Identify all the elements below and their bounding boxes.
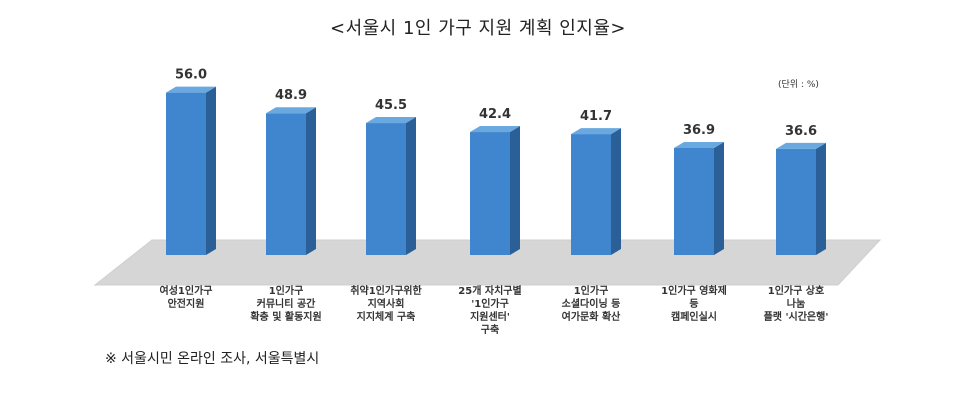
bar-front xyxy=(366,123,406,255)
bar-front xyxy=(674,147,714,255)
bar-top xyxy=(366,117,416,124)
bar-side xyxy=(406,117,416,255)
bar xyxy=(266,107,316,255)
category-label: 25개 자치구별 '1인가구 지원센터' 구축 xyxy=(458,284,521,336)
category-label-line: 25개 자치구별 xyxy=(458,284,521,297)
value-label: 36.6 xyxy=(785,124,817,139)
bar-side xyxy=(306,107,316,255)
category-label: 1인가구 소셜다이닝 등 여가문화 확산 xyxy=(562,284,621,323)
category-label-line: 커뮤니티 공간 xyxy=(257,297,316,310)
bar xyxy=(470,126,520,255)
category-label-line: 등 xyxy=(689,298,698,310)
value-label: 42.4 xyxy=(479,107,511,122)
bar-side xyxy=(206,86,216,255)
category-label-line: 취약1인가구위한 xyxy=(350,284,422,297)
bar-side xyxy=(510,126,520,255)
category-label-line: 여가문화 확산 xyxy=(562,310,621,323)
bar xyxy=(776,142,826,255)
bar-side xyxy=(611,128,621,255)
bar-side xyxy=(714,141,724,255)
category-label-line: 안전지원 xyxy=(168,297,205,310)
category-label: 1인가구 상호 나눔 플랫 '시간은행' xyxy=(764,284,829,323)
category-label-line: 지지체계 구축 xyxy=(357,310,416,323)
category-label-line: 여성1인가구 xyxy=(160,284,213,297)
chart-title: <서울시 1인 가구 지원 계획 인지율> xyxy=(329,18,626,39)
unit-label: (단위 : %) xyxy=(778,79,819,90)
source-note: ※ 서울시민 온라인 조사, 서울특별시 xyxy=(105,351,320,367)
bar-top xyxy=(470,126,520,133)
bar-side xyxy=(816,142,826,255)
bars-group xyxy=(166,86,826,255)
category-label: 취약1인가구위한 지역사회 지지체계 구축 xyxy=(350,284,422,323)
bar-top xyxy=(266,107,316,114)
bar-top xyxy=(571,128,621,135)
category-label-line: 1인가구 xyxy=(574,284,609,297)
category-label-line: 캠페인실시 xyxy=(671,310,717,323)
category-label: 1인가구 영화제 등 캠페인실시 xyxy=(661,284,727,323)
category-label-line: 1인가구 영화제 xyxy=(661,284,727,297)
value-label: 41.7 xyxy=(580,109,612,124)
category-label-line: 지역사회 xyxy=(368,297,405,310)
bar xyxy=(166,86,216,255)
bar-front xyxy=(266,113,306,255)
category-label-line: 1인가구 xyxy=(269,284,304,297)
bar-top xyxy=(776,142,826,149)
bar xyxy=(571,128,621,255)
value-label: 48.9 xyxy=(275,88,307,103)
category-label: 1인가구 커뮤니티 공간 확충 및 활동지원 xyxy=(250,284,321,323)
category-label-line: '1인가구 xyxy=(471,297,509,310)
bar-front xyxy=(166,92,206,255)
category-label-line: 나눔 xyxy=(787,297,805,310)
bar-front xyxy=(571,134,611,255)
bar-top xyxy=(166,86,216,93)
category-label-line: 확충 및 활동지원 xyxy=(250,310,321,323)
value-labels-group: 56.0 48.9 45.5 42.4 41.7 36.9 36.6 xyxy=(175,68,817,139)
category-label-line: 지원센터' xyxy=(470,310,510,323)
bar-front xyxy=(776,148,816,255)
bar xyxy=(674,141,724,255)
bar-top xyxy=(674,141,724,148)
value-label: 45.5 xyxy=(375,98,407,113)
category-label-line: 1인가구 상호 xyxy=(768,284,824,297)
bar xyxy=(366,117,416,255)
category-label: 여성1인가구 안전지원 xyxy=(160,284,213,310)
category-label-line: 플랫 '시간은행' xyxy=(764,310,829,323)
value-label: 56.0 xyxy=(175,68,207,83)
category-label-line: 소셜다이닝 등 xyxy=(562,297,621,310)
category-label-line: 구축 xyxy=(481,323,499,336)
bar-front xyxy=(470,132,510,255)
value-label: 36.9 xyxy=(683,123,715,138)
